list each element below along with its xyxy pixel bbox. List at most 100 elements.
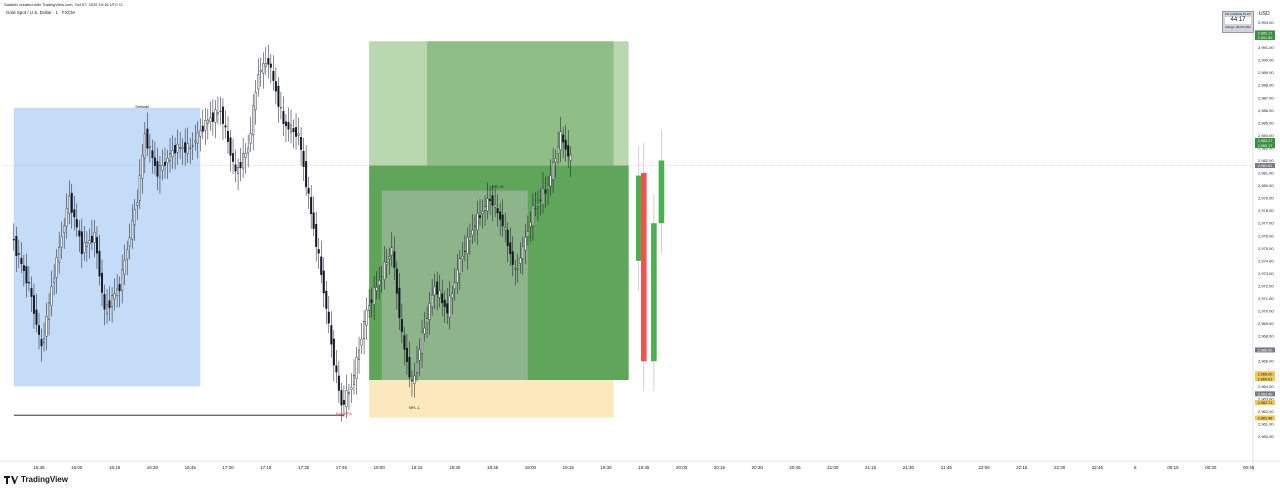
- candle-body: [53, 278, 56, 283]
- candle-body: [90, 235, 93, 243]
- candle-body: [499, 211, 502, 220]
- price-label-bg: [1255, 400, 1275, 406]
- candle-body: [156, 161, 159, 177]
- candle-body: [355, 356, 358, 379]
- candle-body: [476, 213, 479, 231]
- candle-body: [204, 120, 207, 131]
- x-tick-label: 00:45: [1243, 465, 1255, 470]
- candle-body: [73, 209, 76, 218]
- candle-body: [516, 268, 519, 270]
- candle-body: [542, 188, 545, 205]
- y-tick-label: 2,962.00: [1258, 409, 1274, 414]
- candle-body: [416, 362, 419, 373]
- candle-body: [35, 309, 38, 325]
- candle-body: [368, 305, 371, 311]
- x-tick-label: 16:00: [71, 465, 83, 470]
- candle-body: [113, 293, 116, 300]
- candle-body: [166, 158, 169, 163]
- annotation-label: Buy EPA: [336, 411, 352, 416]
- price-label-bg: [1255, 376, 1275, 382]
- candle-body: [234, 164, 237, 172]
- candle-body: [479, 215, 482, 218]
- candle-body: [380, 275, 383, 277]
- y-tick-label: 2,963.00: [1258, 396, 1274, 401]
- y-tick-label: 2,987.00: [1258, 95, 1274, 100]
- price-label-text: 2,983.27: [1258, 139, 1273, 143]
- candle-body: [133, 209, 136, 226]
- candle-body: [158, 165, 161, 178]
- candle-body: [282, 111, 285, 124]
- candle-body: [264, 62, 267, 67]
- candle-body: [360, 338, 363, 346]
- price-label-text: 2,991.80: [1258, 36, 1273, 40]
- candle-body: [267, 57, 270, 65]
- candle-body: [136, 202, 139, 206]
- candle-body: [539, 199, 542, 201]
- annotation-label: NFL.L: [409, 405, 421, 410]
- candle-body: [38, 325, 41, 335]
- candle-body: [456, 269, 459, 283]
- y-tick-label: 2,990.00: [1258, 58, 1274, 63]
- candle-body: [534, 208, 537, 210]
- candle-body: [494, 204, 497, 208]
- candle-body: [171, 150, 174, 157]
- zone-stop-zone: [369, 380, 614, 418]
- candle-body: [209, 117, 212, 123]
- candle-body: [138, 175, 141, 201]
- candle-body: [559, 131, 562, 150]
- candle-body: [347, 392, 350, 395]
- candle-body: [514, 268, 517, 270]
- annotation-label: NFL.H: [492, 184, 504, 189]
- candle-body: [272, 70, 275, 81]
- candle-body: [179, 147, 182, 149]
- candle-body: [259, 69, 262, 73]
- candle-body: [249, 132, 252, 144]
- candle-body: [564, 139, 567, 150]
- candle-body: [398, 287, 401, 318]
- x-tick-label: 15:45: [33, 465, 45, 470]
- candle-body: [292, 128, 295, 133]
- price-label-bg: [1255, 391, 1275, 397]
- candle-body: [181, 147, 184, 149]
- candle-body: [118, 284, 121, 292]
- candle-body: [468, 236, 471, 241]
- x-tick-label: 16:30: [147, 465, 159, 470]
- candle-body: [50, 286, 53, 306]
- x-tick-label: 17:00: [222, 465, 234, 470]
- y-tick-label: 2,969.00: [1258, 321, 1274, 326]
- candle-body: [128, 237, 131, 247]
- candle-body: [400, 319, 403, 333]
- candle-body: [58, 247, 61, 263]
- candle-body: [330, 325, 333, 345]
- candle-body: [473, 225, 476, 227]
- x-tick-label: 18:45: [487, 465, 499, 470]
- candle-body: [206, 119, 209, 124]
- projection-candle: [651, 223, 657, 362]
- x-tick-label: 16:15: [109, 465, 121, 470]
- candle-body: [184, 142, 187, 153]
- candle-body: [201, 125, 204, 132]
- candle-body: [332, 338, 335, 366]
- candle-body: [169, 153, 172, 162]
- candle-body: [385, 262, 388, 265]
- candle-body: [85, 242, 88, 247]
- candle-body: [378, 280, 381, 286]
- candle-body: [335, 365, 338, 373]
- candle-body: [287, 122, 290, 130]
- candle-body: [279, 107, 282, 109]
- y-tick-label: 2,983.00: [1258, 145, 1274, 150]
- candle-body: [461, 256, 464, 260]
- candle-body: [363, 321, 366, 340]
- candle-body: [252, 105, 255, 136]
- candle-body: [524, 236, 527, 251]
- candle-body: [536, 202, 539, 206]
- candle-body: [317, 249, 320, 254]
- y-tick-label: 2,976.00: [1258, 233, 1274, 238]
- candle-body: [40, 339, 43, 347]
- x-tick-label: 21:45: [941, 465, 953, 470]
- candle-body: [320, 256, 323, 275]
- candle-body: [370, 299, 373, 303]
- candle-body: [242, 153, 245, 169]
- tradingview-logo[interactable]: TradingView: [4, 475, 68, 484]
